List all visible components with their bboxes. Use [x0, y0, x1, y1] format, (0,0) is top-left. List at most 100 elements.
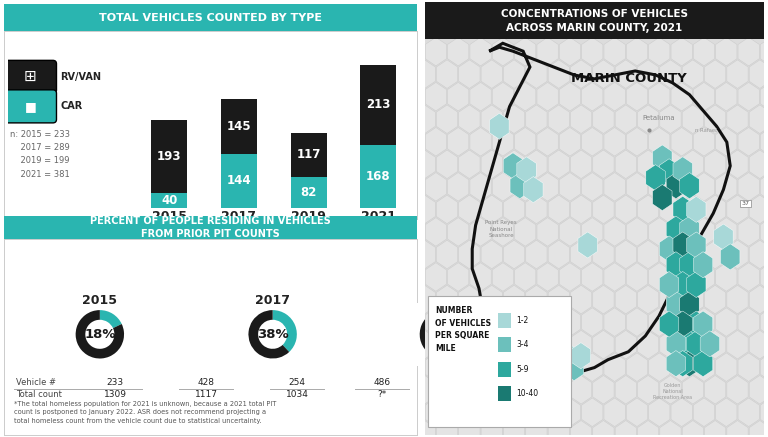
Polygon shape: [548, 240, 569, 269]
Polygon shape: [492, 37, 514, 66]
Polygon shape: [593, 240, 614, 269]
Text: 1309: 1309: [104, 390, 127, 399]
Polygon shape: [666, 291, 686, 317]
Polygon shape: [615, 285, 637, 314]
Polygon shape: [694, 350, 713, 377]
Polygon shape: [593, 375, 614, 404]
Bar: [498, 386, 511, 401]
Wedge shape: [444, 310, 468, 334]
Polygon shape: [481, 330, 502, 359]
Polygon shape: [687, 232, 706, 258]
Text: Petaluma: Petaluma: [643, 115, 675, 121]
Polygon shape: [578, 232, 598, 258]
Polygon shape: [682, 105, 703, 133]
Polygon shape: [425, 398, 446, 427]
Polygon shape: [694, 83, 714, 111]
Text: 1034: 1034: [286, 390, 309, 399]
Polygon shape: [504, 375, 525, 404]
Polygon shape: [704, 60, 726, 88]
Text: 486: 486: [373, 378, 390, 388]
Polygon shape: [425, 83, 446, 111]
Polygon shape: [727, 420, 748, 437]
Polygon shape: [458, 285, 480, 314]
Polygon shape: [637, 60, 659, 88]
Polygon shape: [492, 263, 514, 291]
Polygon shape: [581, 37, 603, 66]
Polygon shape: [571, 105, 591, 133]
Polygon shape: [503, 153, 523, 179]
Polygon shape: [458, 105, 480, 133]
Polygon shape: [581, 128, 603, 156]
Bar: [360, 65, 396, 145]
Text: 168: 168: [366, 170, 391, 183]
Polygon shape: [414, 420, 435, 437]
Polygon shape: [604, 83, 625, 111]
Polygon shape: [537, 308, 558, 336]
Text: Point Reyes
National
Seashore: Point Reyes National Seashore: [485, 220, 517, 238]
Text: 145: 145: [227, 120, 251, 133]
Polygon shape: [660, 420, 681, 437]
Polygon shape: [694, 311, 713, 337]
Polygon shape: [649, 173, 670, 201]
Text: TOTAL VEHICLES COUNTED BY TYPE: TOTAL VEHICLES COUNTED BY TYPE: [99, 13, 322, 23]
Polygon shape: [687, 196, 706, 222]
Polygon shape: [673, 196, 693, 222]
Polygon shape: [727, 330, 748, 359]
Polygon shape: [481, 420, 502, 437]
Polygon shape: [716, 173, 737, 201]
Polygon shape: [526, 60, 547, 88]
Polygon shape: [682, 330, 703, 359]
Polygon shape: [470, 353, 492, 382]
Polygon shape: [694, 353, 714, 382]
Polygon shape: [571, 195, 591, 224]
Polygon shape: [559, 353, 581, 382]
Text: 144: 144: [227, 174, 251, 187]
Bar: [360, 145, 396, 208]
Polygon shape: [687, 311, 706, 337]
Polygon shape: [727, 105, 748, 133]
Polygon shape: [504, 60, 525, 88]
Polygon shape: [571, 150, 591, 179]
Polygon shape: [704, 195, 726, 224]
Polygon shape: [671, 37, 692, 66]
Polygon shape: [559, 308, 581, 336]
Polygon shape: [537, 83, 558, 111]
Text: RV/VAN: RV/VAN: [60, 72, 101, 82]
Polygon shape: [653, 184, 672, 211]
Polygon shape: [526, 240, 547, 269]
Polygon shape: [682, 60, 703, 88]
Polygon shape: [760, 83, 768, 111]
Polygon shape: [750, 375, 768, 404]
Polygon shape: [680, 252, 699, 278]
Bar: [498, 362, 511, 377]
Polygon shape: [548, 420, 569, 437]
Polygon shape: [448, 218, 468, 246]
Polygon shape: [694, 173, 714, 201]
Wedge shape: [100, 310, 122, 328]
Polygon shape: [515, 83, 536, 111]
Polygon shape: [593, 330, 614, 359]
Polygon shape: [524, 177, 543, 203]
Polygon shape: [760, 218, 768, 246]
Polygon shape: [637, 375, 659, 404]
Polygon shape: [694, 218, 714, 246]
Polygon shape: [704, 285, 726, 314]
Text: 10-40: 10-40: [517, 389, 539, 398]
Text: PERCENT OF PEOPLE RESIDING IN VEHICLES
FROM PRIOR PIT COUNTS: PERCENT OF PEOPLE RESIDING IN VEHICLES F…: [90, 216, 331, 239]
Polygon shape: [481, 105, 502, 133]
Polygon shape: [627, 173, 647, 201]
Polygon shape: [537, 353, 558, 382]
Bar: [290, 133, 326, 177]
Text: Golden
National
Recreation Area: Golden National Recreation Area: [653, 383, 692, 399]
Polygon shape: [646, 165, 665, 191]
Polygon shape: [425, 128, 446, 156]
Polygon shape: [526, 105, 547, 133]
Text: n/a*: n/a*: [617, 328, 643, 341]
Polygon shape: [738, 263, 760, 291]
Polygon shape: [673, 311, 693, 337]
Polygon shape: [526, 330, 547, 359]
Polygon shape: [448, 263, 468, 291]
Polygon shape: [750, 150, 768, 179]
Polygon shape: [680, 216, 699, 242]
Polygon shape: [425, 37, 446, 66]
